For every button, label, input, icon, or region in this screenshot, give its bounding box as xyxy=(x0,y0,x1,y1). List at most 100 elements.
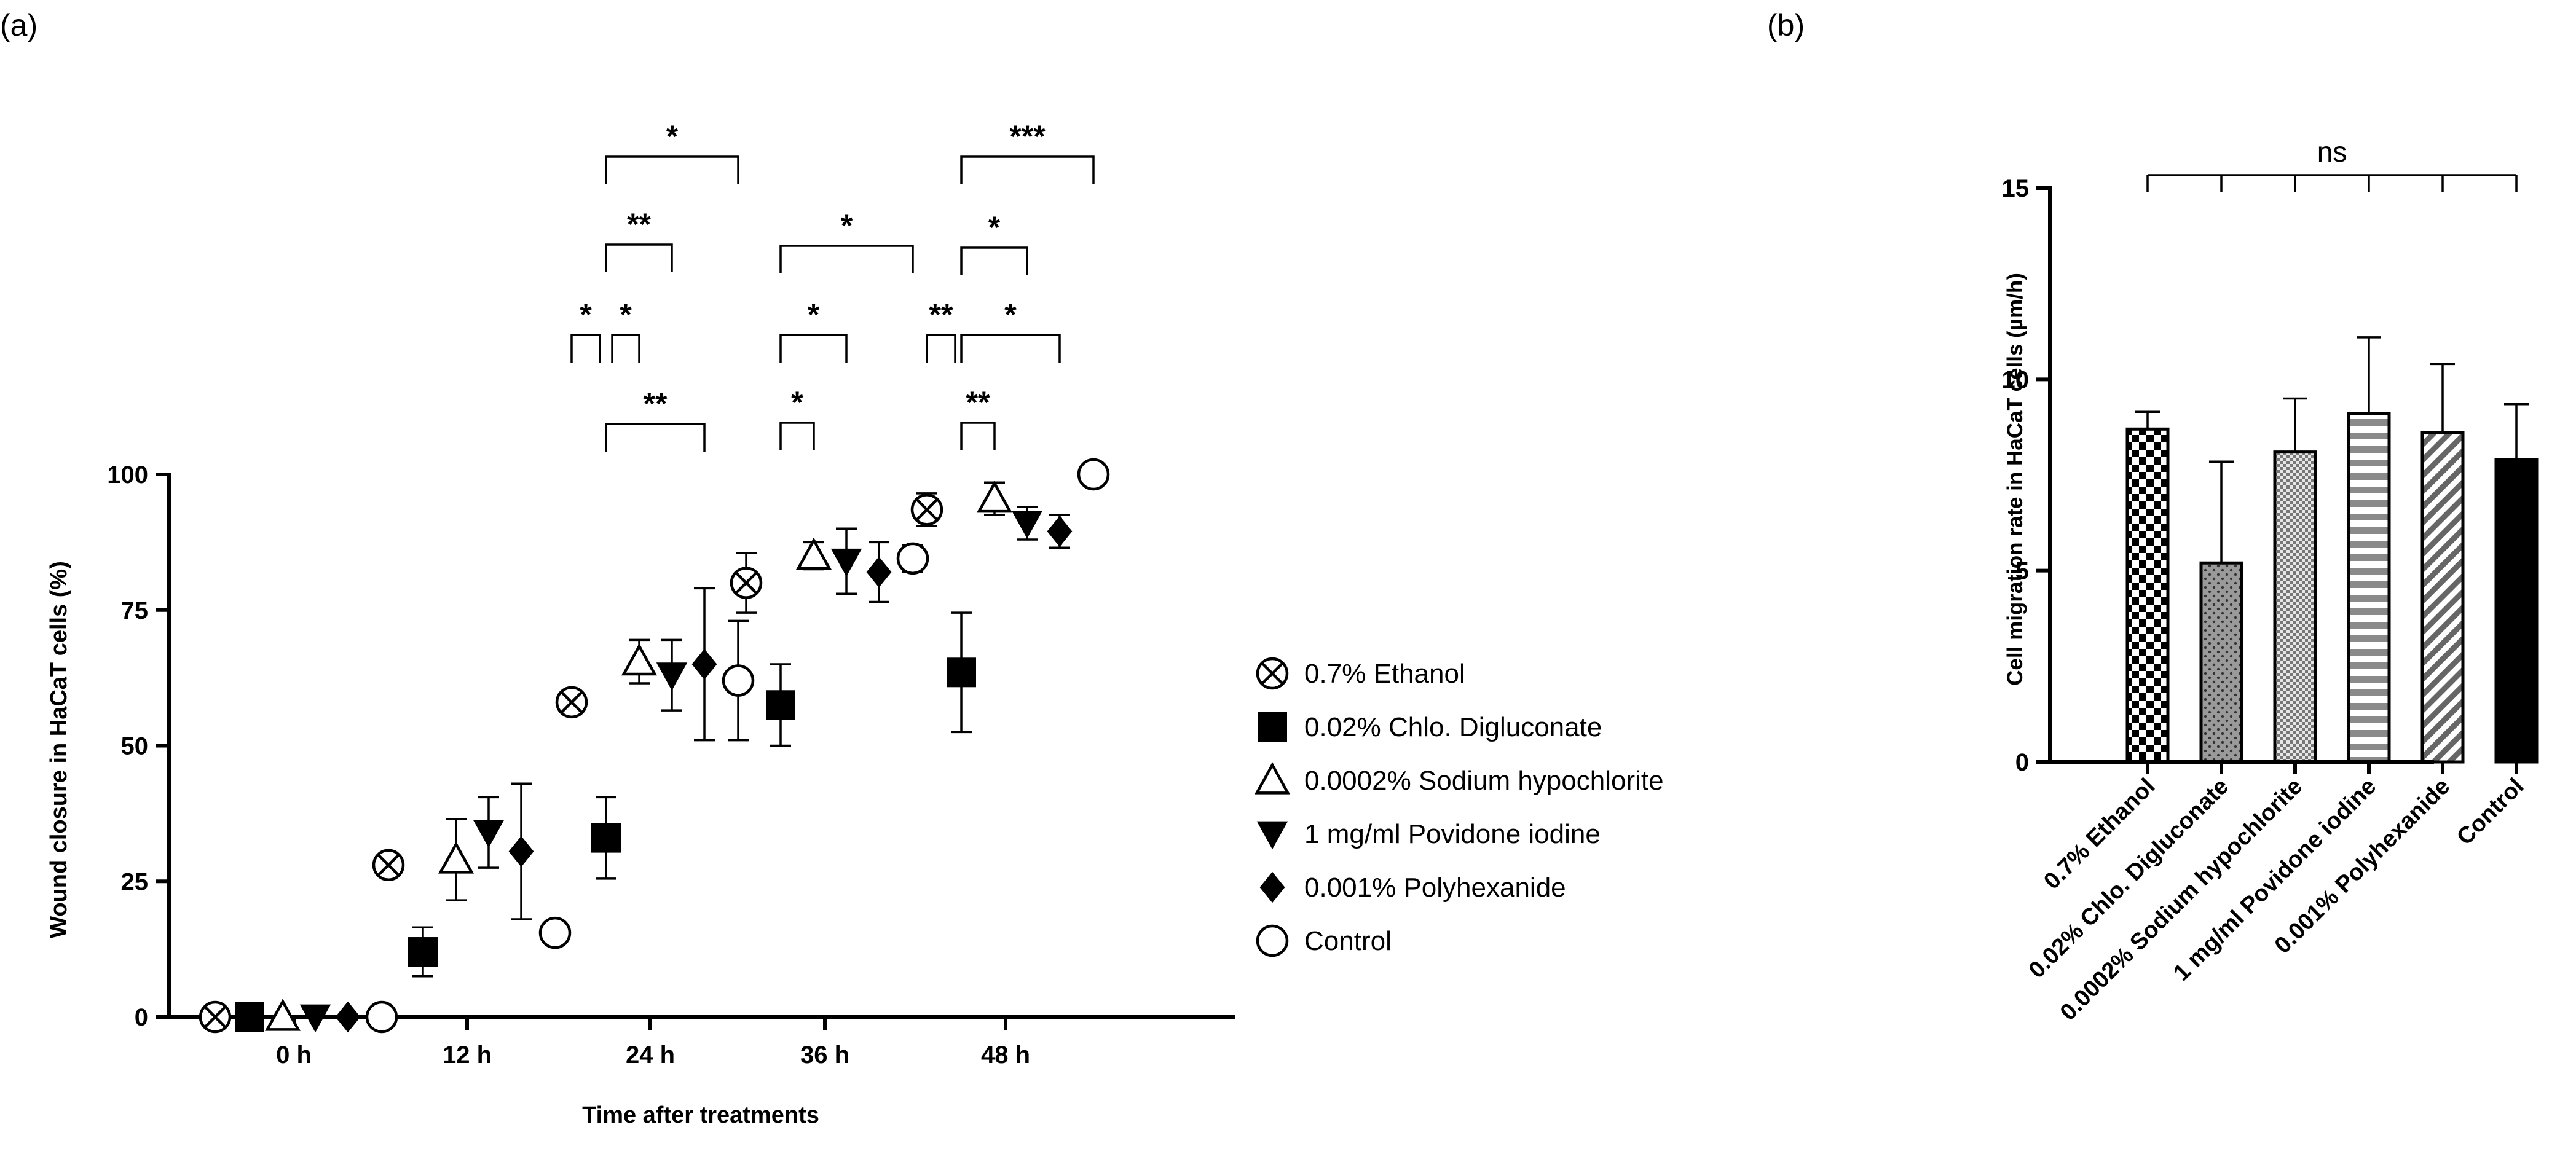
chart-a-bracket xyxy=(960,334,1061,363)
chart-a-significance-label: * xyxy=(791,385,803,420)
chart-a-point xyxy=(438,841,475,874)
chart-b-bar xyxy=(2199,561,2243,764)
chart-a-bracket xyxy=(570,334,601,363)
chart-a-significance-label: * xyxy=(580,297,592,332)
chart-a-point xyxy=(299,1004,331,1033)
legend-label: 0.0002% Sodium hypochlorite xyxy=(1304,766,1664,796)
chart-b-bars xyxy=(2125,412,2539,764)
chart-a-bracket xyxy=(926,334,956,363)
chart-a-bracket xyxy=(605,423,706,452)
chart-b-ytick-label: 15 xyxy=(2002,175,2030,202)
chart-b-bar xyxy=(2347,412,2391,764)
chart-a-bracket xyxy=(605,155,739,184)
chart-a-ytick-label: 25 xyxy=(121,868,149,895)
chart-a-significance-label: ** xyxy=(627,207,651,241)
chart-a-legend: 0.7% Ethanol 0.02% Chlo. Digluconate 0.000… xyxy=(1254,657,1664,957)
chart-a-significance-label: ** xyxy=(644,387,668,421)
legend-marker xyxy=(1254,762,1291,795)
panel-label-b: (b) xyxy=(1767,8,1805,42)
chart-a-xtick-label: 12 h xyxy=(443,1042,492,1069)
chart-a-point xyxy=(372,849,405,882)
chart-a-significance-label: * xyxy=(620,297,632,332)
chart-a-xtick-label: 24 h xyxy=(626,1042,675,1069)
chart-a-point xyxy=(473,820,505,848)
chart-a-axes: 0 25 50 75 100 0 h 12 h 24 h 36 h 48 h xyxy=(107,461,1235,1069)
chart-a-point xyxy=(335,1001,361,1033)
chart-a-point xyxy=(866,556,892,588)
chart-a-bracket xyxy=(605,243,673,272)
chart-a-significance-label: * xyxy=(841,208,853,243)
chart-a-bracket xyxy=(960,155,1095,184)
chart-b-error-bars xyxy=(2135,336,2529,563)
chart-b-bar xyxy=(2273,450,2317,764)
chart-a-significance-label: ** xyxy=(929,297,953,332)
chart-a-significance-label: *** xyxy=(1009,119,1046,154)
chart-a-point xyxy=(235,1002,264,1032)
chart-a-point xyxy=(365,1000,398,1034)
chart-a-point xyxy=(264,999,301,1031)
chart-a-significance-label: * xyxy=(1004,297,1017,332)
chart-a-point xyxy=(591,823,621,853)
chart-a-point xyxy=(722,664,755,697)
chart-a-xtick-label: 48 h xyxy=(981,1042,1030,1069)
legend-label: 0.02% Chlo. Digluconate xyxy=(1304,712,1602,742)
chart-a-point xyxy=(656,662,688,691)
legend-label: 0.7% Ethanol xyxy=(1304,659,1465,689)
chart-a-point xyxy=(830,548,862,577)
chart-a-point xyxy=(621,643,658,676)
chart-b-ylabel: Cell migration rate in HaCaT cells (µm/h… xyxy=(2003,273,2027,686)
chart-a-ytick-label: 0 xyxy=(135,1004,148,1031)
chart-a-point xyxy=(538,916,572,949)
chart-a-point xyxy=(691,648,717,680)
chart-a-bracket xyxy=(611,334,640,363)
chart-a-point xyxy=(947,657,976,688)
legend-label: 1 mg/ml Povidone iodine xyxy=(1304,819,1601,849)
legend-marker xyxy=(1259,871,1285,903)
chart-a-points xyxy=(199,458,1110,1034)
chart-a-significance-label: * xyxy=(666,119,679,154)
chart-b-significance-label: ns xyxy=(2317,136,2347,168)
chart-a-point xyxy=(976,480,1013,513)
chart-a-xtick-label: 36 h xyxy=(800,1042,849,1069)
chart-b-bar xyxy=(2494,458,2539,764)
legend-marker xyxy=(1256,821,1288,850)
chart-b-ytick-label: 5 xyxy=(2015,558,2029,585)
chart-a-ylabel: Wound closure in HaCaT cells (%) xyxy=(46,561,72,938)
chart-b-significance-bracket: ns xyxy=(2146,136,2518,192)
legend-marker xyxy=(1258,712,1287,742)
chart-a-ytick-label: 50 xyxy=(121,733,149,760)
legend-label: Control xyxy=(1304,926,1392,956)
chart-a-point xyxy=(199,1000,232,1034)
chart-a-point xyxy=(1047,516,1073,547)
chart-a-point xyxy=(896,542,929,575)
chart-a-ytick-label: 100 xyxy=(107,461,148,489)
chart-a-bracket xyxy=(779,422,815,450)
chart-a-bracket xyxy=(960,246,1028,275)
chart-a-xtick-label: 0 h xyxy=(276,1042,312,1069)
chart-a-point xyxy=(1011,511,1043,539)
chart-a-point xyxy=(1077,458,1110,491)
chart-a-point xyxy=(910,493,943,526)
chart-b-xtick-label: Control xyxy=(2452,774,2529,850)
chart-a-point xyxy=(766,690,795,720)
chart-b-ytick-label: 0 xyxy=(2015,749,2029,776)
chart-a-significance-brackets: * ****************** xyxy=(570,119,1095,452)
legend-marker xyxy=(1256,657,1289,690)
chart-a-bracket xyxy=(779,334,848,363)
legend-label: 0.001% Polyhexanide xyxy=(1304,873,1566,903)
chart-a-bracket xyxy=(960,422,996,450)
chart-a-xlabel: Time after treatments xyxy=(582,1102,819,1128)
chart-a-significance-label: * xyxy=(808,297,820,332)
chart-a-point xyxy=(730,567,763,599)
chart-b-ytick-label: 10 xyxy=(2002,366,2030,393)
chart-a-error-bars xyxy=(378,468,1104,978)
chart-a-ytick-label: 75 xyxy=(121,597,149,624)
chart-a-significance-label: * xyxy=(988,210,1001,245)
chart-b-bar xyxy=(2125,427,2170,764)
chart-a-point xyxy=(555,686,588,719)
chart-a-point xyxy=(408,937,438,967)
chart-a-point xyxy=(795,537,832,570)
